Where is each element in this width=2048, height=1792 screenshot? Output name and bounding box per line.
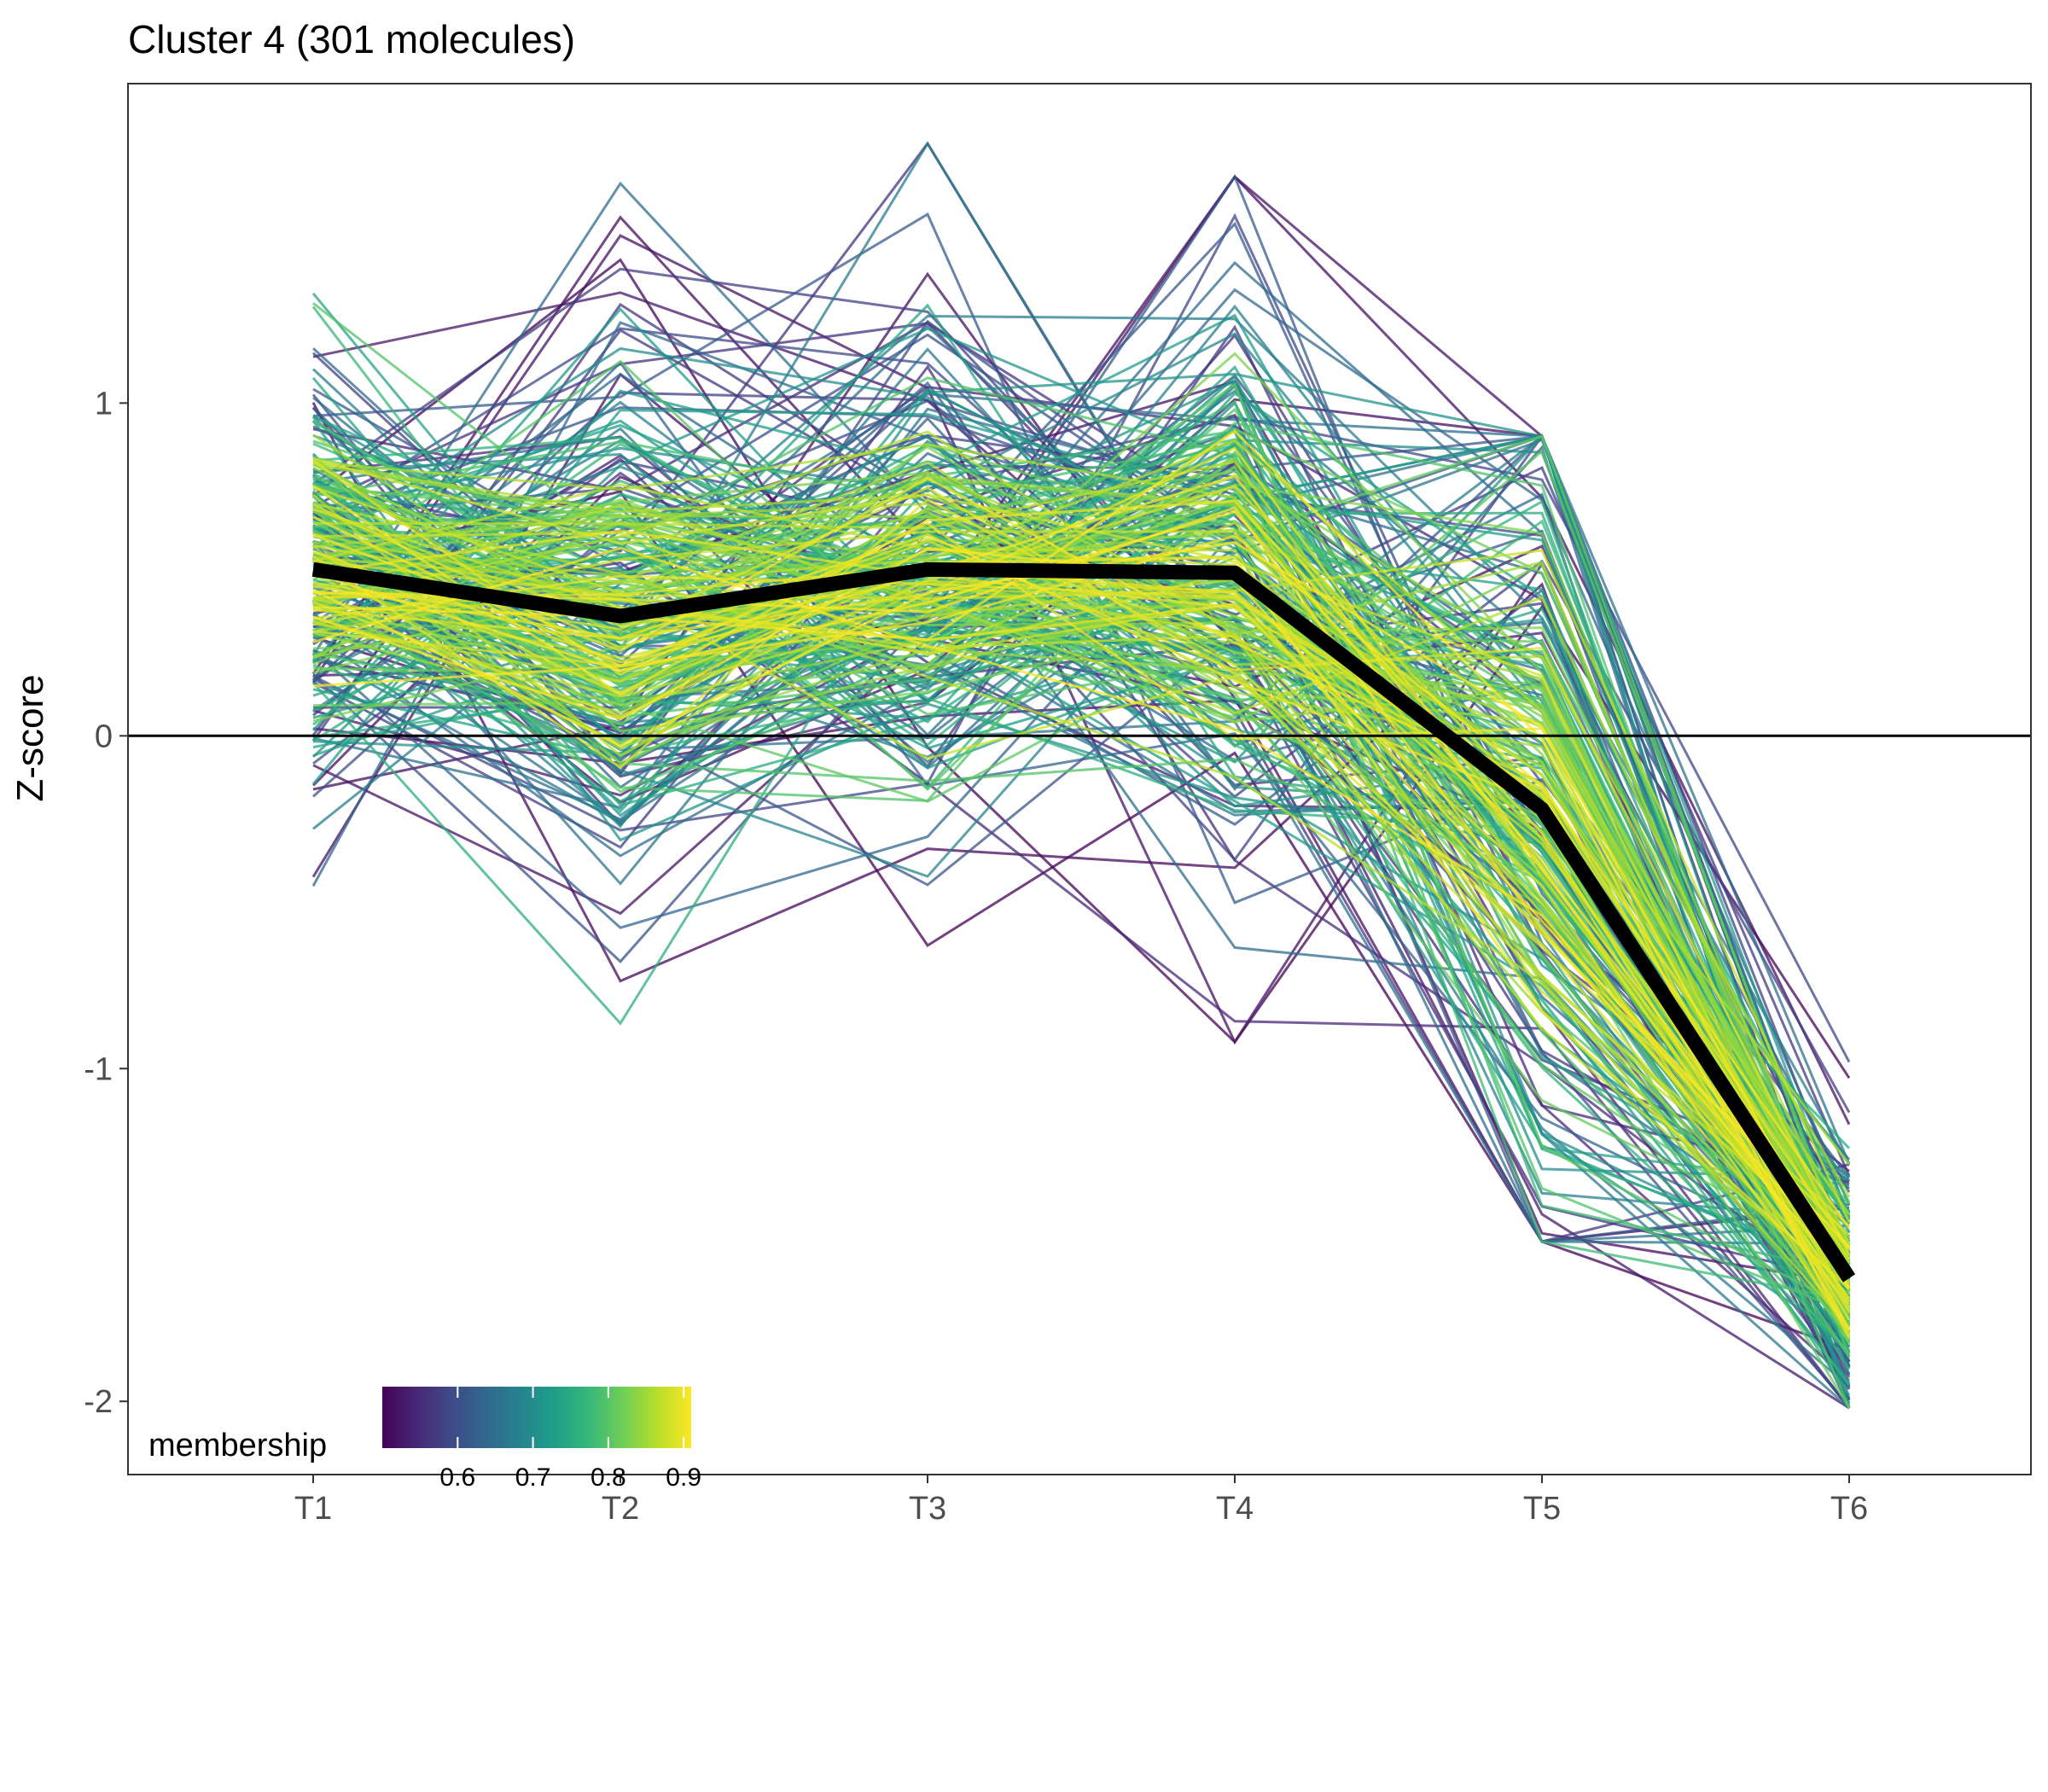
molecule-profile-line [312, 474, 1851, 1269]
molecule-profile-line [312, 529, 1851, 1250]
molecule-profile-line [312, 509, 1851, 1270]
mean-profile-line [311, 561, 1856, 1283]
x-axis: T1 T2 T3 T4 T5 T6 [294, 1475, 1868, 1527]
molecule-profile-line [312, 578, 1851, 1335]
plot-panel-border [127, 83, 2032, 1475]
y-tick-label: -1 [84, 1051, 113, 1087]
legend-ticks: 0.6 0.7 0.8 0.9 [439, 1387, 701, 1492]
molecule-profiles [311, 141, 1851, 1410]
y-tick-label: -2 [84, 1384, 113, 1420]
x-tick-label: T5 [1523, 1491, 1561, 1527]
y-tick-label: 0 [95, 719, 113, 754]
molecule-profile-line [312, 497, 1851, 1306]
molecule-profile-line [312, 459, 1851, 1242]
molecule-profile-line [312, 483, 1850, 1249]
y-axis-title: Z-score [9, 674, 51, 801]
y-axis: -2 -1 0 1 [84, 386, 128, 1420]
molecule-profile-line [312, 486, 1850, 1248]
legend-colorbar [382, 1387, 691, 1448]
legend-tick-label: 0.6 [439, 1463, 475, 1492]
x-tick-label: T2 [602, 1491, 639, 1527]
chart-title: Cluster 4 (301 molecules) [128, 17, 575, 61]
molecule-profile-line [312, 459, 1851, 1331]
x-tick-label: T4 [1216, 1491, 1254, 1527]
x-tick-label: T3 [909, 1491, 946, 1527]
molecule-profile-line [312, 546, 1851, 1248]
legend-title: membership [148, 1428, 327, 1463]
x-tick-label: T1 [294, 1491, 332, 1527]
molecule-profile-line [312, 429, 1850, 1302]
molecule-profile-line [312, 460, 1851, 1283]
y-tick-label: 1 [95, 386, 113, 422]
molecule-profile-line [312, 528, 1850, 1270]
molecule-profile-line [312, 532, 1851, 1306]
x-tick-label: T6 [1830, 1491, 1868, 1527]
molecule-profile-line [312, 534, 1851, 1230]
molecule-profile-line [312, 443, 1851, 1287]
molecule-profile-line [312, 502, 1851, 1329]
molecule-profile-line [312, 457, 1851, 1311]
legend-tick-label: 0.9 [666, 1463, 701, 1492]
molecule-profile-line [312, 288, 1851, 1206]
membership-legend: membership 0.6 0.7 0.8 0.9 [148, 1387, 701, 1492]
molecule-profile-line [312, 503, 1851, 1245]
molecule-profile-line [311, 409, 1851, 1234]
molecule-profile-line [312, 503, 1851, 1269]
molecule-profile-line [312, 444, 1851, 1386]
molecule-profile-line [312, 506, 1851, 1279]
molecule-profile-line [312, 485, 1851, 1312]
legend-tick-label: 0.7 [515, 1463, 551, 1492]
molecule-profile-line [311, 372, 1851, 1409]
molecule-profile-line [312, 446, 1851, 1300]
molecule-profile-line [312, 376, 1850, 1314]
legend-tick-label: 0.8 [591, 1463, 626, 1492]
